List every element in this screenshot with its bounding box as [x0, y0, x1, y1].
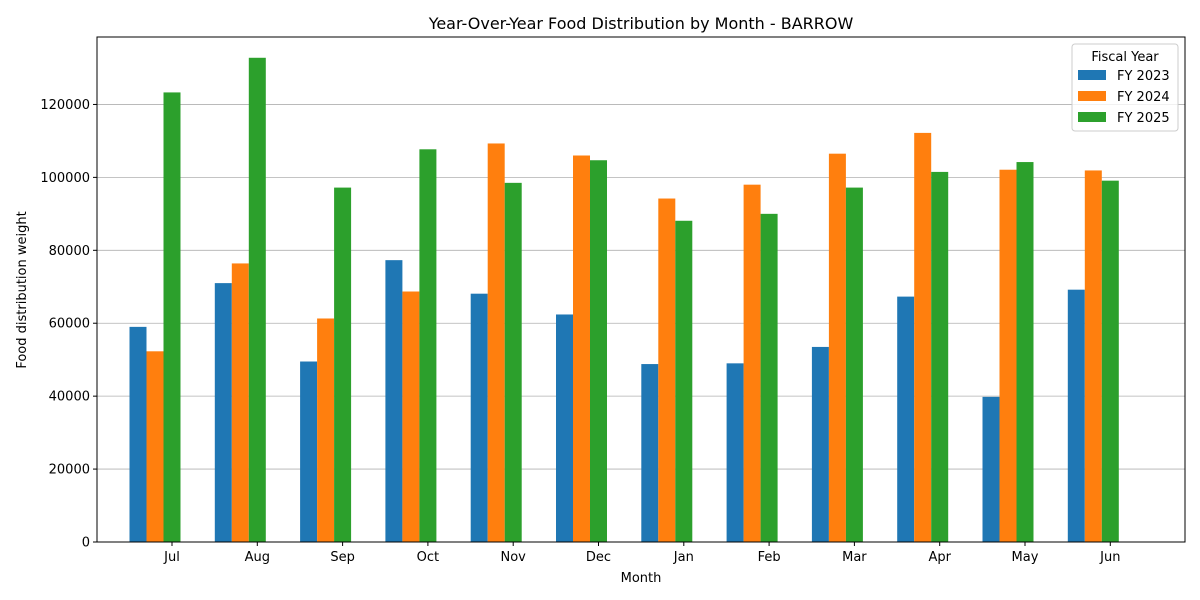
bar-fy-2023-jul [129, 326, 147, 542]
x-tick-label: Mar [842, 550, 867, 565]
bar-fy-2025-mar [845, 187, 863, 542]
legend-box [1071, 43, 1179, 132]
x-tick-label: Nov [501, 550, 527, 565]
bar-fy-2025-sep [334, 187, 352, 542]
legend-swatch [1078, 91, 1106, 101]
bar-fy-2023-mar [811, 346, 829, 542]
bar-fy-2025-jul [163, 92, 181, 543]
bar-fy-2025-nov [504, 182, 522, 542]
bar-fy-2025-aug [248, 57, 266, 542]
bar-fy-2024-apr [914, 132, 932, 542]
bars [129, 57, 1119, 543]
bar-fy-2024-jan [658, 198, 676, 542]
bar-fy-2024-aug [231, 263, 249, 542]
legend-label: FY 2023 [1117, 69, 1170, 84]
bar-fy-2024-may [999, 169, 1017, 542]
x-tick-label: Apr [928, 550, 951, 565]
bar-fy-2023-apr [897, 296, 915, 542]
bar-fy-2024-nov [487, 143, 505, 542]
x-tick-label: Feb [758, 550, 781, 565]
x-tick-label: Dec [586, 550, 611, 565]
bar-fy-2023-aug [214, 283, 232, 542]
bar-fy-2023-jun [1067, 289, 1085, 542]
x-tick-label: Oct [417, 550, 439, 565]
x-axis-label: Month [621, 571, 662, 586]
bar-fy-2025-dec [590, 160, 607, 543]
legend-label: FY 2025 [1117, 111, 1170, 126]
legend-swatch [1078, 112, 1106, 122]
bar-fy-2024-feb [743, 184, 761, 543]
chart-title: Year-Over-Year Food Distribution by Mont… [428, 14, 854, 33]
y-axis-label: Food distribution weight [15, 211, 30, 368]
bar-fy-2024-jun [1084, 170, 1102, 542]
bar-fy-2024-jul [146, 351, 164, 542]
bar-fy-2024-mar [828, 153, 846, 542]
y-tick-label: 120000 [40, 98, 90, 113]
legend: Fiscal Year FY 2023 FY 2024 FY 2025 [1071, 43, 1179, 132]
bar-fy-2025-feb [760, 213, 778, 542]
x-tick-label: Jul [163, 550, 180, 565]
bar-fy-2023-nov [470, 293, 488, 542]
bar-fy-2024-dec [573, 155, 590, 542]
y-tick-label: 20000 [49, 463, 90, 478]
x-tick-label: Jun [1099, 550, 1120, 565]
y-tick-label: 80000 [49, 244, 90, 259]
bar-fy-2023-may [982, 396, 1000, 542]
bar-fy-2025-jan [675, 220, 693, 542]
x-tick-label: Sep [330, 550, 355, 565]
legend-swatch [1078, 70, 1106, 80]
bar-fy-2025-jun [1101, 180, 1119, 542]
plot-frame [96, 36, 1186, 543]
bar-fy-2023-sep [300, 361, 318, 542]
bar-fy-2023-dec [556, 314, 573, 542]
bar-fy-2025-oct [419, 149, 437, 543]
bar-fy-2023-feb [726, 363, 744, 542]
y-tick-label: 0 [82, 536, 90, 551]
legend-items: FY 2023 FY 2024 FY 2025 [1078, 69, 1170, 126]
bar-fy-2023-oct [385, 260, 403, 542]
bar-fy-2024-oct [402, 291, 420, 542]
bar-fy-2025-may [1016, 162, 1034, 542]
x-axis-ticks: Jul Aug Sep Oct Nov Dec Jan Feb Mar Apr May Jun [163, 542, 1120, 565]
legend-label: FY 2024 [1117, 90, 1170, 105]
bar-fy-2025-apr [931, 171, 949, 542]
y-tick-label: 60000 [49, 317, 90, 332]
legend-title: Fiscal Year [1091, 50, 1159, 65]
x-tick-label: May [1012, 550, 1039, 565]
x-tick-label: Aug [245, 550, 270, 565]
bar-fy-2023-jan [641, 364, 659, 542]
x-tick-label: Jan [673, 550, 694, 565]
y-tick-label: 40000 [49, 390, 90, 405]
bar-fy-2024-sep [317, 318, 335, 542]
y-axis-ticks: 0 20000 40000 60000 80000 100000 120000 [40, 98, 97, 551]
y-tick-label: 100000 [40, 171, 90, 186]
